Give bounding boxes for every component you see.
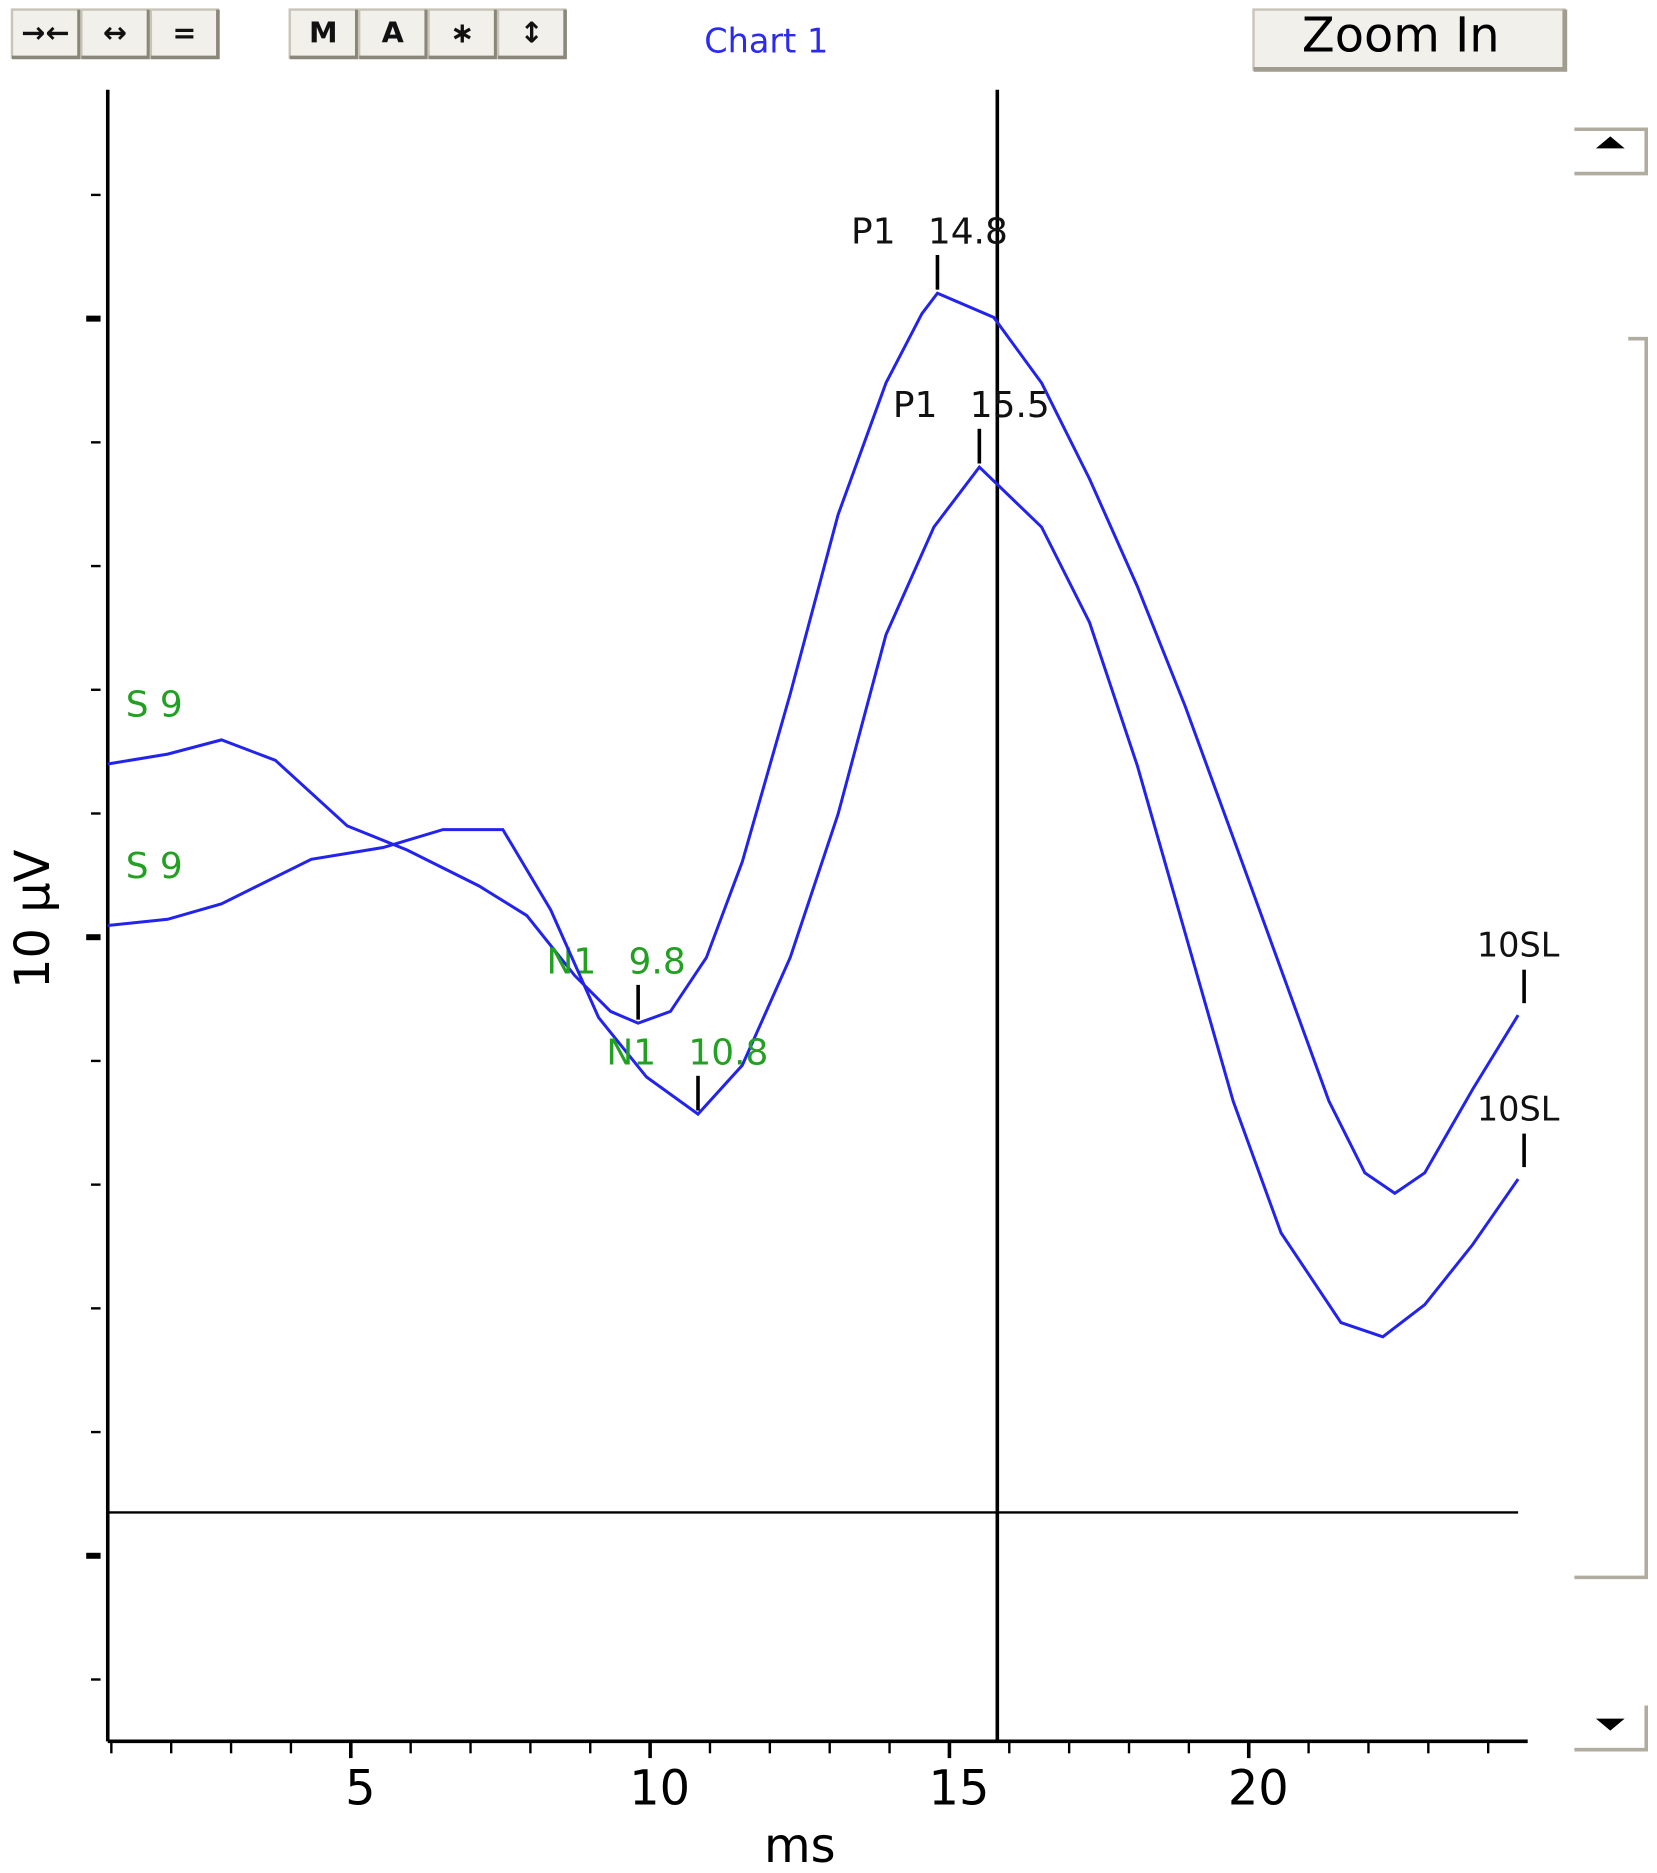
x-axis-label: ms [764, 1819, 836, 1873]
toolbar-button[interactable]: ↕ [496, 8, 567, 60]
button-icon: →← [21, 16, 69, 50]
button-shadow [1253, 9, 1568, 72]
button-face [427, 8, 497, 59]
trace [107, 291, 1520, 1196]
toolbar-button[interactable]: A [357, 8, 429, 60]
button-icon: = [172, 16, 196, 50]
peak-latency: 14.8 [928, 211, 1008, 252]
button-shadow [150, 9, 220, 60]
y-axis-label: 10 µV [6, 849, 61, 989]
scroll-down[interactable] [1574, 1705, 1649, 1752]
button-shadow [428, 9, 498, 60]
button-icon: M [309, 16, 338, 50]
zoom-button[interactable]: Zoom In [1252, 8, 1568, 72]
button-border [1574, 1705, 1649, 1752]
button-face [1252, 8, 1567, 71]
button-shadow [359, 9, 429, 60]
trace [107, 464, 1520, 1339]
button-icon: A [382, 16, 405, 50]
peak-label: N1 [547, 941, 597, 982]
button-icon: ↕ [520, 16, 544, 50]
x-tick-label: 20 [1228, 1762, 1289, 1817]
peak-latency: 9.8 [629, 941, 686, 982]
button-border [1574, 127, 1649, 176]
x-tick-label: 5 [345, 1762, 375, 1817]
arrow-down [1595, 1718, 1625, 1731]
peak-latency: 15.5 [970, 385, 1050, 426]
x-tick-label: 15 [929, 1762, 990, 1817]
button-icon: ↔ [103, 16, 127, 50]
zoom-label: Zoom In [1302, 8, 1500, 63]
toolbar-button[interactable]: = [149, 8, 220, 60]
button-shadow [81, 9, 151, 60]
peak-label: P1 [893, 385, 938, 426]
x-tick-label: 10 [629, 1762, 690, 1817]
toolbar-button[interactable]: ∗ [427, 8, 498, 60]
chart-title: Chart 1 [704, 22, 828, 61]
button-face [357, 8, 428, 59]
scroll-up[interactable] [1574, 127, 1649, 176]
trace-name: S 9 [126, 685, 183, 726]
peak-label: N1 [606, 1032, 656, 1073]
button-face [80, 8, 150, 59]
button-icon: ∗ [450, 16, 474, 50]
toolbar-button[interactable]: ↔ [80, 8, 151, 60]
trace-name: S 9 [126, 846, 183, 887]
end-label: 10SL [1477, 1089, 1560, 1128]
peak-label: P1 [851, 211, 896, 252]
end-label: 10SL [1477, 925, 1560, 964]
button-shadow [498, 9, 567, 60]
arrow-up [1595, 136, 1625, 149]
peak-latency: 10.8 [688, 1032, 768, 1073]
toolbar-button[interactable]: →← [10, 8, 81, 60]
button-shadow [289, 9, 359, 60]
toolbar-button[interactable]: M [288, 8, 359, 60]
button-shadow [11, 9, 81, 60]
scroll-track [1574, 336, 1649, 1580]
